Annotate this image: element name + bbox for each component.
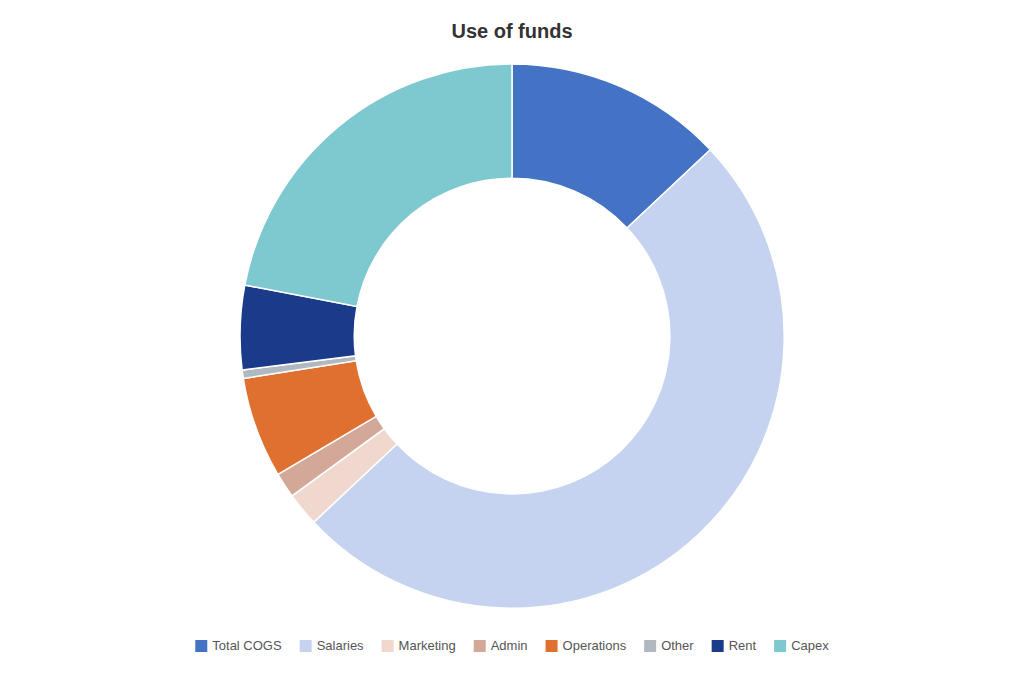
legend-swatch — [774, 640, 786, 652]
slice — [245, 64, 512, 306]
legend-swatch — [644, 640, 656, 652]
legend-label: Total COGS — [212, 638, 282, 653]
legend-item: Rent — [712, 638, 757, 653]
legend-swatch — [474, 640, 486, 652]
legend-label: Marketing — [399, 638, 456, 653]
title: Use of funds — [451, 20, 572, 42]
legend-item: Admin — [474, 638, 528, 653]
slice — [243, 361, 376, 475]
legend: Total COGS Salaries Marketing Admin Operatio… — [195, 638, 829, 653]
legend-item: Other — [644, 638, 694, 653]
legend-label: Rent — [729, 638, 757, 653]
legend-item: Operations — [546, 638, 627, 653]
legend-item: Salaries — [300, 638, 364, 653]
legend-swatch — [195, 640, 207, 652]
legend-item: Marketing — [382, 638, 456, 653]
legend-label: Admin — [491, 638, 528, 653]
chart: Use of funds Total COGS Salaries Marketing A… — [0, 0, 1024, 678]
legend-label: Salaries — [317, 638, 364, 653]
legend-swatch — [546, 640, 558, 652]
legend-item: Total COGS — [195, 638, 282, 653]
legend-item: Capex — [774, 638, 829, 653]
legend-label: Operations — [563, 638, 627, 653]
legend-label: Capex — [791, 638, 829, 653]
legend-swatch — [382, 640, 394, 652]
legend-label: Other — [661, 638, 694, 653]
slices — [240, 64, 784, 608]
legend-swatch — [712, 640, 724, 652]
legend-swatch — [300, 640, 312, 652]
